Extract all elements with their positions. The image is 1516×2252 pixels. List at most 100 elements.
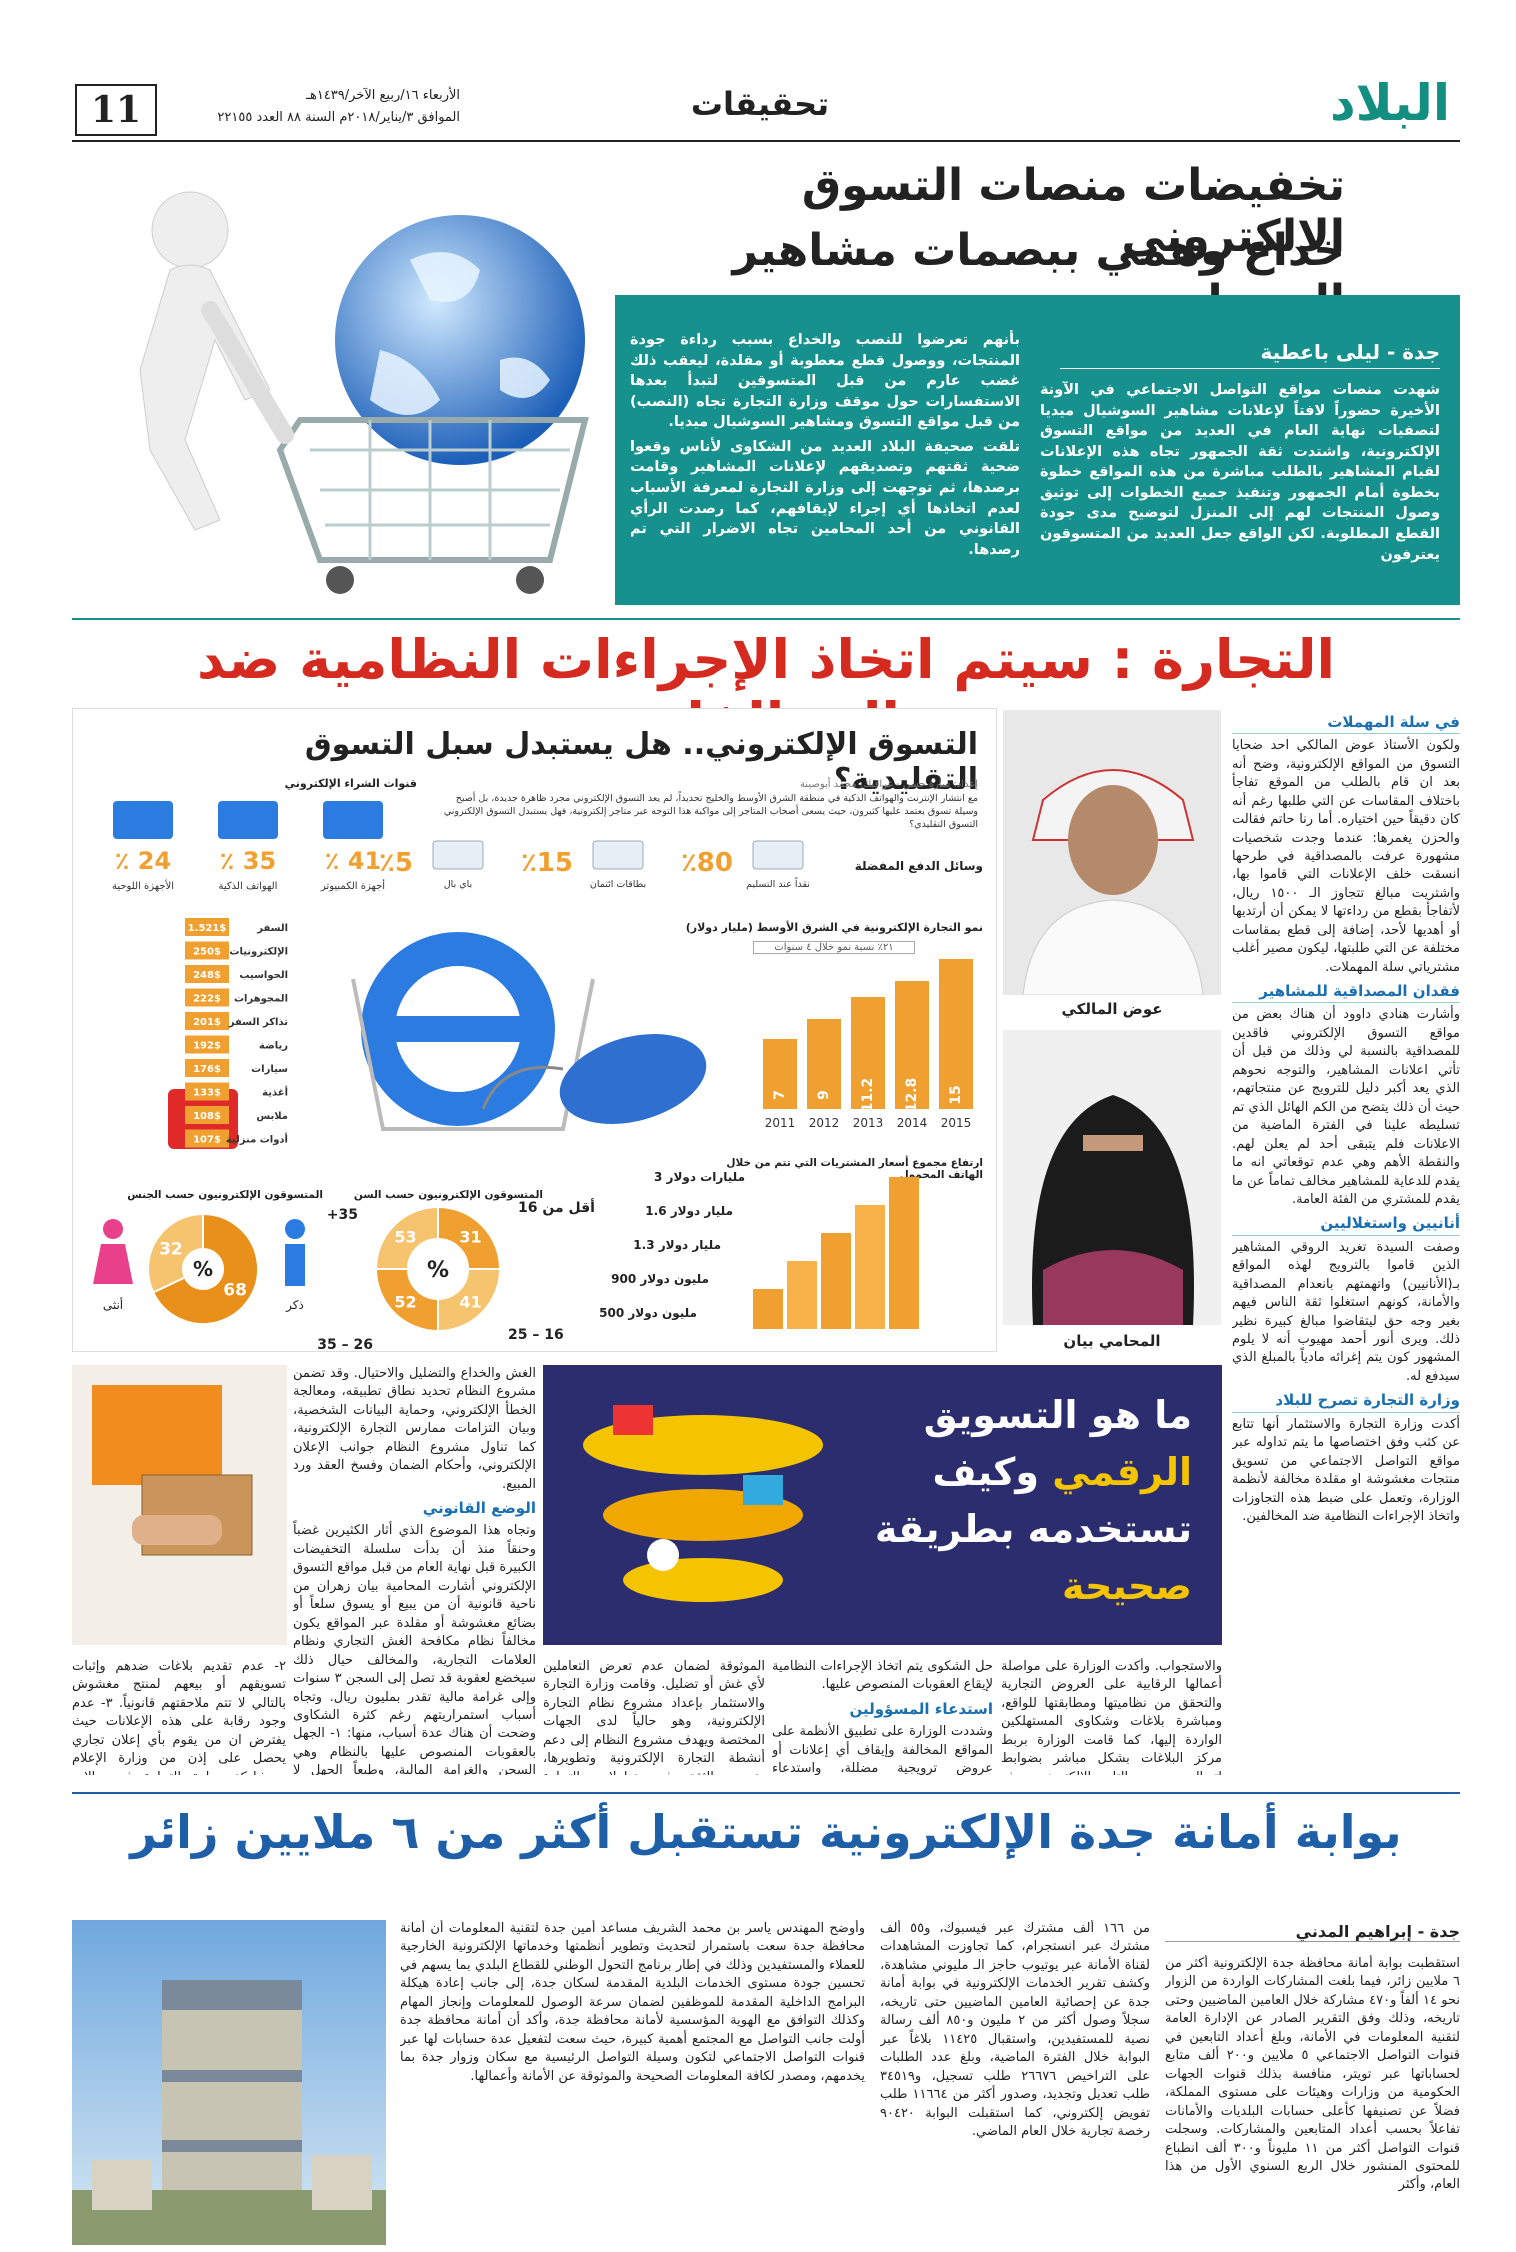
gender-label: ذكر [285, 1298, 304, 1313]
pie-slice [147, 1212, 204, 1294]
ad-text: تستخدمه بطريقة [874, 1507, 1192, 1551]
icon [647, 1539, 679, 1571]
paragraph: وأشارت هنادي داوود أن هناك بعض من مواقع … [1232, 1007, 1460, 1208]
building-image [72, 1920, 386, 2245]
category-name: الإلكترونيات [229, 947, 288, 958]
paragraph: بأنهم تعرضوا للنصب والخداع بسبب رداءة جو… [630, 332, 1020, 431]
infographic-graphics: ٪ 41 أجهزة الكمبيوتر ٪ 35 الهواتف الذكية ٪ 2… [93, 801, 973, 1351]
bar-value: 11.2 [860, 1078, 876, 1113]
paragraph: الغش والخداع والتضليل والاحتيال. وقد تضم… [293, 1366, 536, 1492]
payment-icon [592, 840, 644, 870]
devices-title: قنوات الشراء الإلكتروني [284, 777, 417, 790]
paragraph: الموثوقة لضمان عدم تعرض التعاملين لأي غش… [543, 1659, 765, 1775]
header-rule [72, 140, 1460, 142]
ad-highlight: صحيحة [1061, 1564, 1192, 1608]
price-step [889, 1177, 919, 1329]
device-icon [113, 801, 173, 839]
category-name: تذاكر السفر [228, 1017, 288, 1028]
age-group: 25 – 16 [508, 1327, 564, 1343]
bar-value: 12.8 [904, 1078, 920, 1113]
photo-caption: عوض المالكي [1061, 1000, 1163, 1018]
subheading: في سلة المهملات [1232, 712, 1460, 735]
category-value: 107$ [193, 1135, 221, 1146]
price-label: 500 مليون دولار [599, 1306, 697, 1321]
page-number: 11 [75, 84, 157, 136]
infographic-intro: مع انتشار الإنترنت والهواتف الذكية في من… [443, 793, 978, 830]
subheading: فقدان المصداقية للمشاهير [1232, 981, 1460, 1004]
mouse-cable [481, 1065, 564, 1110]
lead-text: شهدت منصات مواقع التواصل الاجتماعي في ال… [1040, 380, 1440, 600]
device-value: ٪ 35 [220, 847, 276, 875]
rule [72, 618, 1460, 620]
category-chip [185, 941, 229, 960]
figure-head [151, 191, 229, 269]
paragraph: حل الشكوى يتم اتخاذ الإجراءات النظامية ل… [772, 1659, 993, 1693]
category-value: 201$ [193, 1017, 221, 1028]
device-icon [323, 801, 383, 839]
age-value: 53 [394, 1227, 416, 1246]
lead-headline: تخفيضات منصات التسوق الإلكتروني [801, 160, 1345, 262]
mouse [559, 1034, 707, 1124]
device-icon [218, 801, 278, 839]
price-label: 3 مليارات دولار [654, 1170, 745, 1185]
category-chip [185, 918, 229, 936]
bar-value: 9 [816, 1090, 832, 1100]
category-chip [185, 1106, 229, 1124]
payment-value: ٪15 [521, 848, 573, 878]
byline: جدة - إبراهيم المدني [1165, 1922, 1460, 1942]
device-label: الأجهزة اللوحية [112, 879, 174, 892]
price-step [821, 1233, 851, 1329]
paragraph: ٢- عدم تقديم بلاغات ضدهم وإثبات تسويقهم … [72, 1659, 286, 1775]
payment-value: ٪80 [681, 848, 733, 878]
category-value: 108$ [193, 1111, 221, 1122]
category-chip [185, 965, 229, 983]
paragraph: وتجاه هذا الموضوع الذي أثار الكثيرين غضب… [293, 1523, 536, 1775]
price-step [787, 1261, 817, 1329]
category-name: الحواسيب [239, 970, 288, 981]
age-title: المتسوقون الإلكترونيون حسب السن [353, 1189, 543, 1201]
price-label: 1.6 مليار دولار [645, 1204, 733, 1219]
gender-label: أنثى [103, 1297, 123, 1312]
paragraph: وشددت الوزارة على تطبيق الأنظمة على المو… [772, 1724, 993, 1775]
payment-value: ٪5 [379, 848, 413, 878]
female-icon [93, 1244, 133, 1284]
center-symbol: % [193, 1257, 213, 1281]
price-title: ارتفاع مجموع أسعار المشتريات التي تتم من… [726, 1157, 983, 1181]
annex [92, 2160, 152, 2210]
ad-text: ما هو التسويق [923, 1393, 1192, 1437]
year-label: 2014 [897, 1116, 928, 1130]
device-label: الهواتف الذكية [219, 881, 278, 892]
subheading: أنانيين واستغلاليين [1232, 1213, 1460, 1236]
spiral [623, 1558, 783, 1602]
bar [763, 1039, 797, 1109]
bar [895, 981, 929, 1109]
subheading: الوضع القانوني [422, 1499, 536, 1518]
year-label: 2013 [853, 1116, 884, 1130]
category-name: أدوات منزلية [226, 1133, 288, 1146]
ad-highlight: الرقمي [1052, 1450, 1192, 1494]
category-chip [185, 1035, 229, 1054]
device-label: أجهزة الكمبيوتر [320, 879, 385, 892]
category-chip [185, 1012, 229, 1030]
annex [312, 2155, 372, 2210]
article-column: الموثوقة لضمان عدم تعرض التعاملين لأي غش… [543, 1658, 765, 1775]
category-chip [185, 1129, 229, 1148]
age-value: 31 [459, 1227, 481, 1246]
payment-label: نقداً عند التسليم [746, 877, 810, 890]
paragraph: وصفت السيدة تغريد الروقي المشاهير الذين … [1232, 1239, 1460, 1384]
paragraph: استقطبت بوابة أمانة محافظة جدة الإلكترون… [1165, 1956, 1460, 2193]
category-value: 176$ [193, 1064, 221, 1075]
bar-value: 7 [772, 1090, 788, 1100]
photo-caption: المحامي بيان [1063, 1332, 1161, 1350]
wheel [516, 566, 544, 594]
payment-icon [752, 840, 804, 870]
wheel [326, 566, 354, 594]
bar-value: 15 [948, 1085, 964, 1104]
price-step [753, 1289, 783, 1329]
lead-text: بأنهم تعرضوا للنصب والخداع بسبب رداءة جو… [630, 330, 1020, 600]
category-chip [185, 1059, 229, 1077]
subheading: وزارة التجارة تصرح للبلاد [1232, 1390, 1460, 1413]
ad-block: ما هو التسويق الرقمي وكيف تستخدمه بطريقة… [543, 1365, 1222, 1645]
